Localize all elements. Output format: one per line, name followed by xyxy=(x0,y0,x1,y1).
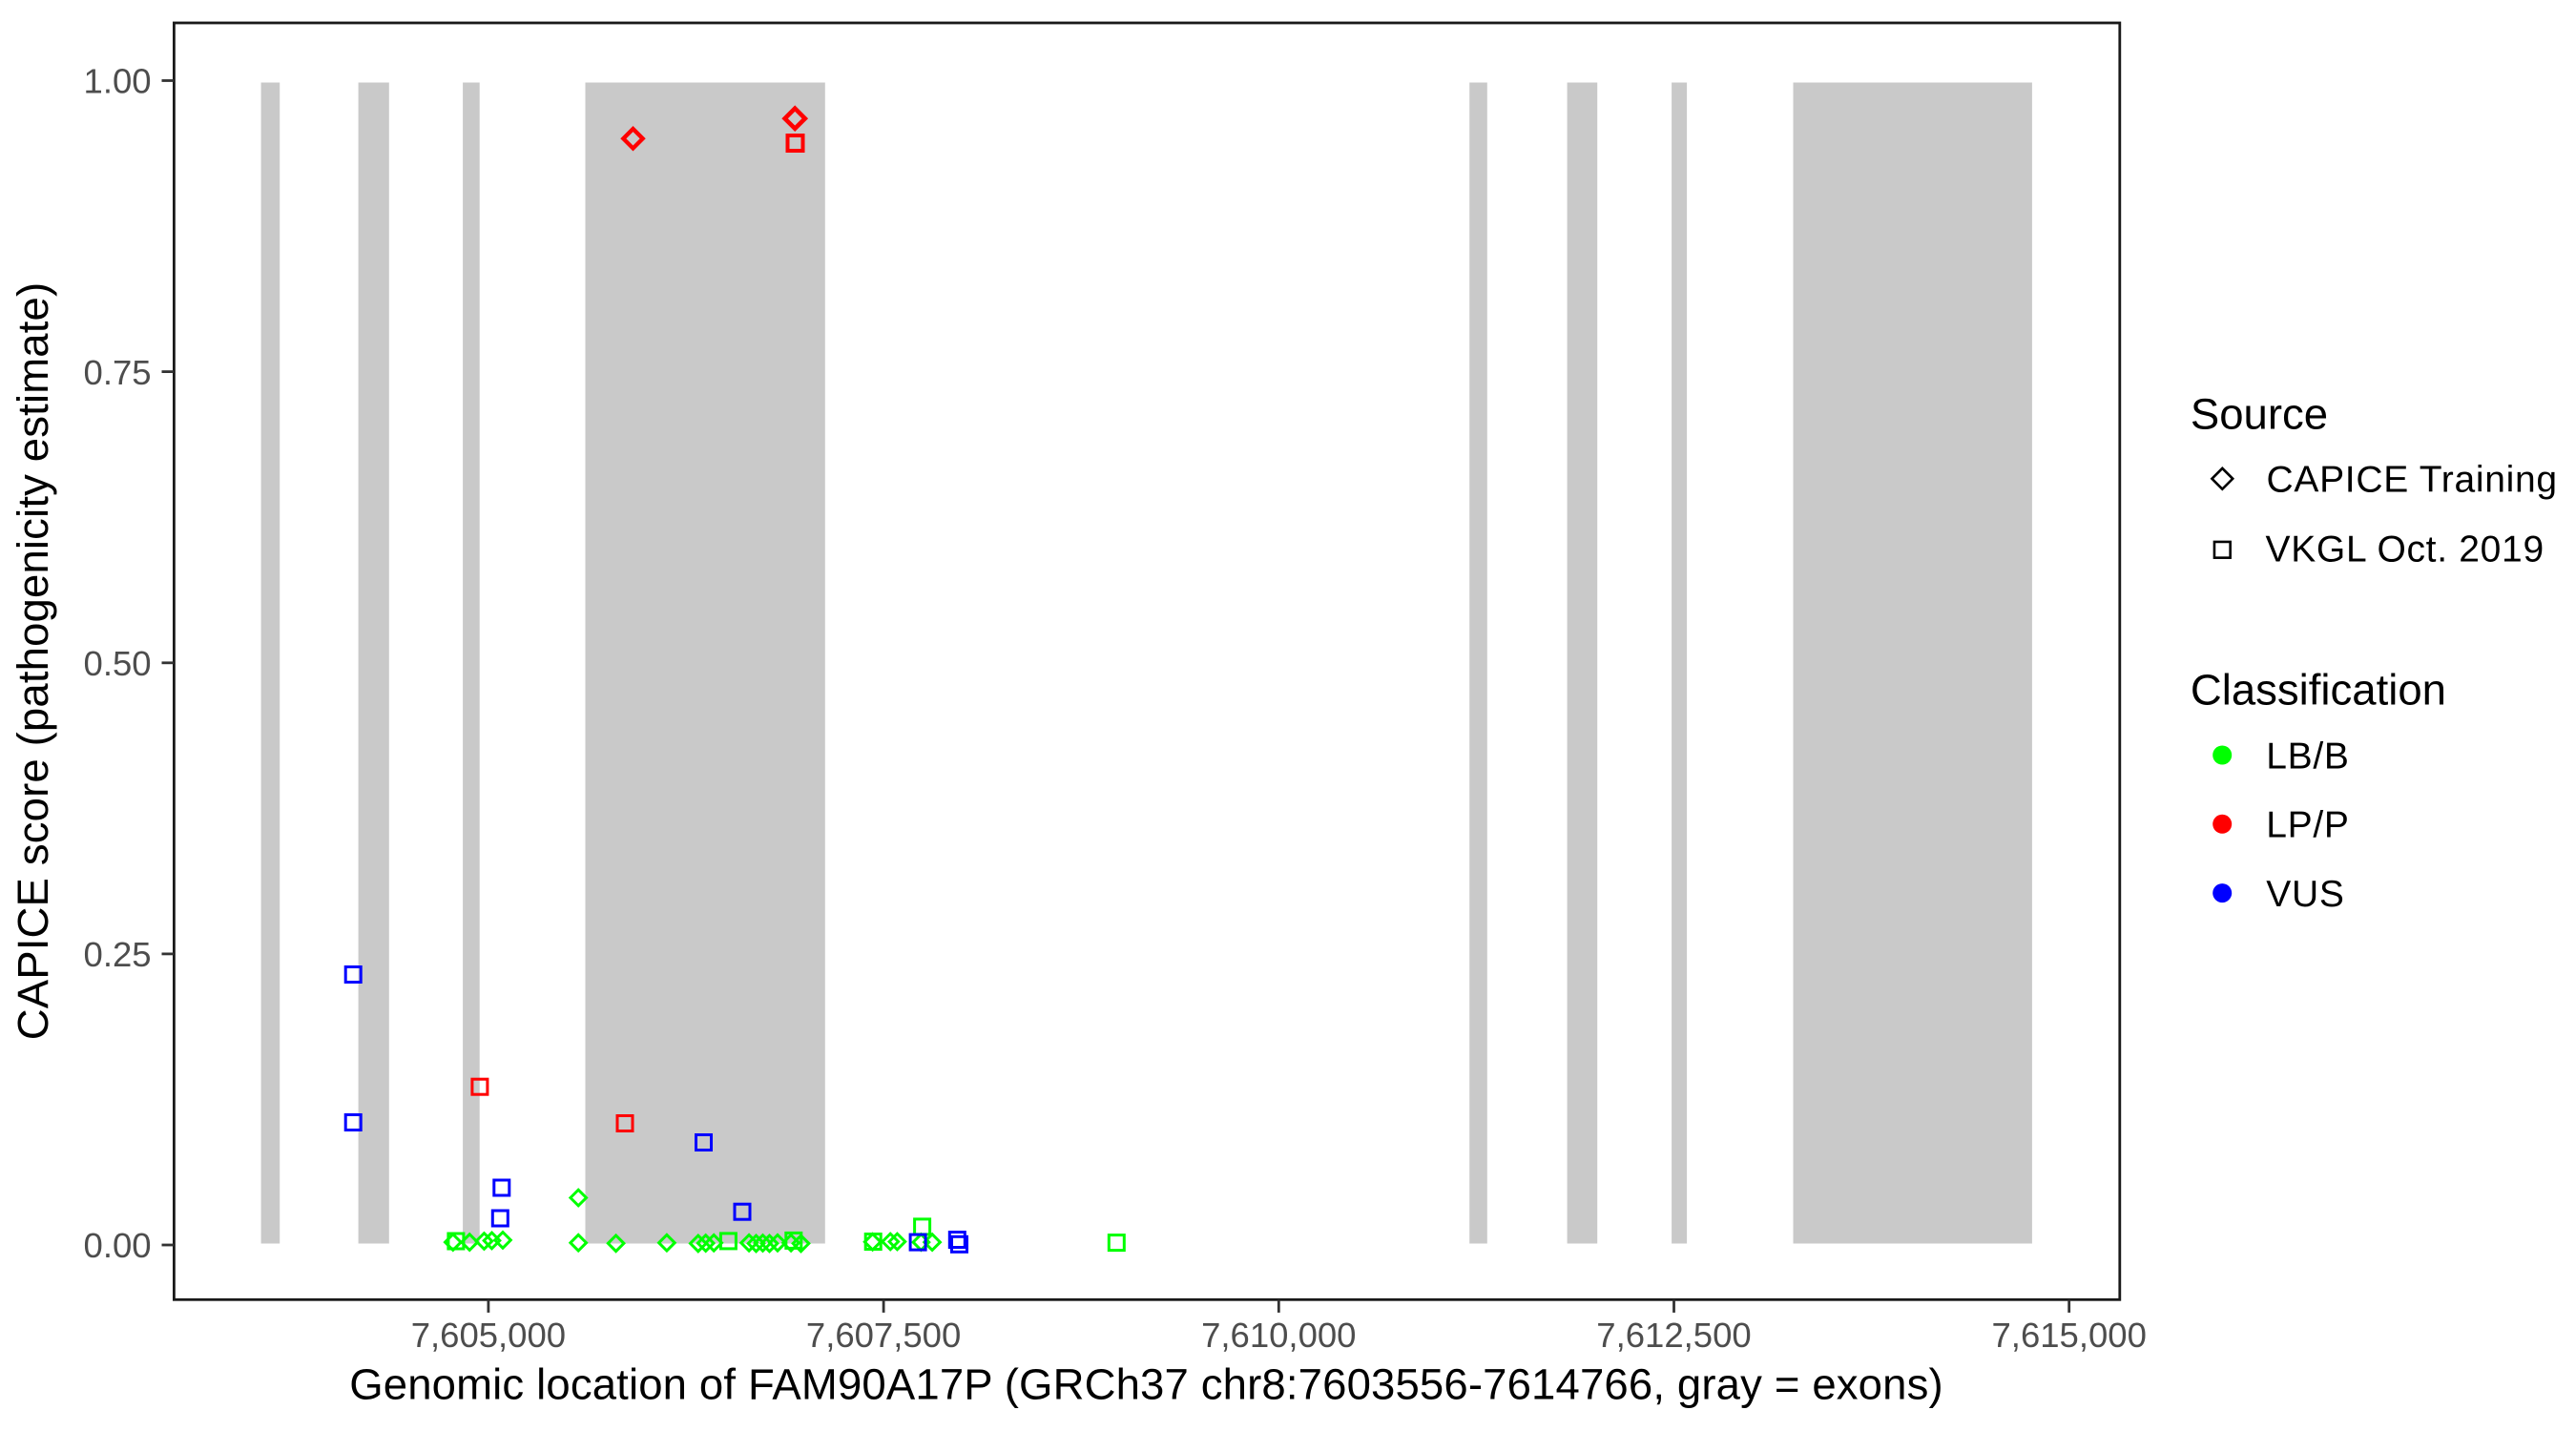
svg-text:CAPICE score (pathogenicity es: CAPICE score (pathogenicity estimate) xyxy=(9,282,57,1041)
svg-text:0.75: 0.75 xyxy=(84,353,152,392)
svg-text:0.00: 0.00 xyxy=(84,1226,152,1265)
svg-text:Source: Source xyxy=(2191,390,2328,439)
svg-text:CAPICE Training: CAPICE Training xyxy=(2267,459,2558,500)
svg-text:7,607,500: 7,607,500 xyxy=(806,1316,961,1355)
svg-text:VKGL Oct. 2019: VKGL Oct. 2019 xyxy=(2266,529,2545,570)
svg-text:7,615,000: 7,615,000 xyxy=(1992,1316,2147,1355)
svg-text:VUS: VUS xyxy=(2266,874,2344,915)
svg-text:7,610,000: 7,610,000 xyxy=(1201,1316,1356,1355)
svg-text:0.25: 0.25 xyxy=(84,935,152,974)
svg-text:1.00: 1.00 xyxy=(84,62,152,101)
svg-text:Genomic location of FAM90A17P: Genomic location of FAM90A17P (GRCh37 ch… xyxy=(349,1360,1943,1409)
svg-text:7,605,000: 7,605,000 xyxy=(411,1316,566,1355)
svg-text:LP/P: LP/P xyxy=(2266,805,2349,846)
svg-text:0.50: 0.50 xyxy=(84,644,152,683)
svg-text:Classification: Classification xyxy=(2191,666,2446,715)
svg-text:7,612,500: 7,612,500 xyxy=(1596,1316,1751,1355)
svg-text:LB/B: LB/B xyxy=(2266,736,2349,777)
